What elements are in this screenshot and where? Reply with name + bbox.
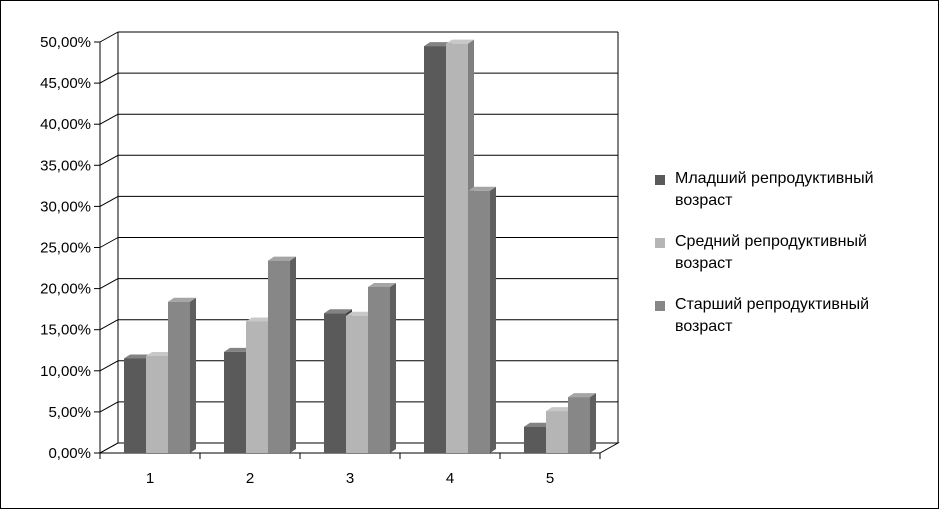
x-tick-label: 3	[346, 470, 354, 487]
x-tick-label: 1	[146, 470, 154, 487]
x-tick-label: 2	[246, 470, 254, 487]
gridline-side	[99, 319, 119, 331]
bar-top-young-1	[124, 354, 152, 359]
bar-top-middle-4	[446, 39, 474, 44]
bar-top-middle-2	[246, 317, 274, 322]
legend-item-young: Младший репродуктивный возраст	[655, 168, 925, 212]
x-tick-label: 5	[546, 470, 554, 487]
bar-top-young-4	[424, 42, 452, 47]
legend-label-middle: Средний репродуктивный возраст	[675, 233, 867, 272]
y-tick-label: 40,00%	[40, 116, 91, 133]
bar-top-older-2	[268, 256, 296, 261]
legend-label-older: Старший репродуктивный возраст	[675, 296, 870, 335]
y-tick-label: 50,00%	[40, 34, 91, 51]
legend-item-middle: Средний репродуктивный возраст	[655, 231, 925, 275]
bar-middle-3	[346, 315, 368, 453]
gridline-side	[99, 237, 119, 248]
bar-older-4	[468, 190, 490, 454]
y-tick-label: 5,00%	[48, 404, 91, 421]
y-tick-label: 35,00%	[40, 157, 91, 174]
gridline-side	[99, 278, 119, 290]
legend-swatch-older	[655, 301, 665, 311]
legend-swatch-young	[655, 175, 665, 185]
bar-top-older-1	[168, 297, 196, 302]
bar-top-young-5	[524, 422, 552, 427]
gridline-side	[99, 360, 119, 372]
bar-side-older-1	[190, 297, 196, 453]
y-tick-label: 30,00%	[40, 198, 91, 215]
x-tick-label: 4	[446, 470, 454, 487]
bar-middle-2	[246, 321, 268, 453]
bar-top-young-2	[224, 347, 252, 352]
bar-older-1	[168, 301, 190, 453]
bar-top-older-3	[368, 282, 396, 287]
bar-side-older-3	[390, 282, 396, 453]
bar-young-3	[324, 313, 346, 453]
bar-young-1	[124, 358, 146, 453]
bar-top-young-3	[324, 309, 352, 314]
bar-young-2	[224, 351, 246, 453]
bar-side-older-2	[290, 256, 296, 453]
legend-swatch-middle	[655, 238, 665, 248]
bar-top-middle-1	[146, 352, 174, 357]
legend-item-older: Старший репродуктивный возраст	[655, 294, 925, 338]
y-tick-label: 25,00%	[40, 240, 91, 257]
gridline-side	[99, 72, 119, 84]
y-tick-label: 15,00%	[40, 322, 91, 339]
gridline-side	[99, 401, 119, 413]
legend: Младший репродуктивный возраст Средний р…	[655, 168, 925, 357]
y-tick-label: 0,00%	[48, 445, 91, 462]
gridline-side	[99, 31, 119, 43]
bar-top-older-5	[568, 393, 596, 398]
bar-middle-5	[546, 411, 568, 453]
bar-top-older-4	[468, 186, 496, 191]
bar-middle-4	[446, 43, 468, 453]
bar-side-older-4	[490, 186, 496, 454]
bar-top-middle-5	[546, 407, 574, 412]
bar-young-4	[424, 46, 446, 454]
y-tick-label: 45,00%	[40, 75, 91, 92]
bar-older-2	[268, 260, 290, 453]
legend-label-young: Младший репродуктивный возраст	[675, 170, 874, 209]
bar-top-middle-3	[346, 311, 374, 316]
bar-side-older-5	[590, 393, 596, 453]
gridline-side	[99, 154, 119, 166]
bar-older-3	[368, 286, 390, 453]
y-tick-label: 20,00%	[40, 281, 91, 298]
bar-older-5	[568, 397, 590, 453]
bar-middle-1	[146, 356, 168, 453]
y-tick-label: 10,00%	[40, 363, 91, 380]
bar-young-5	[524, 426, 546, 453]
gridline-side	[99, 195, 119, 207]
gridline-side	[99, 113, 119, 125]
